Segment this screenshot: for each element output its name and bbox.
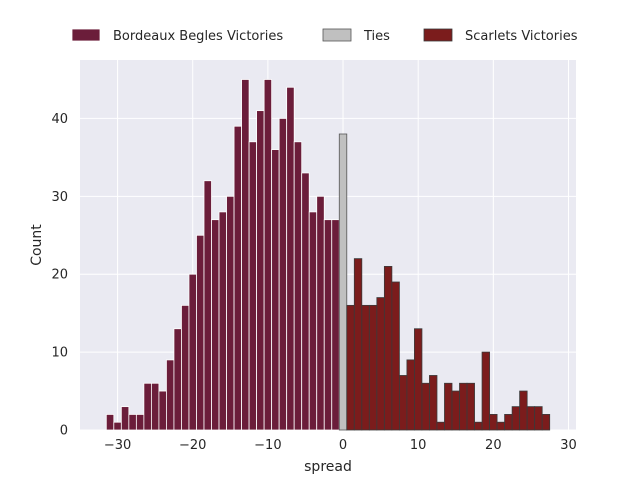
legend: Bordeaux Begles Victories Ties Scarlets Vi… <box>71 28 578 44</box>
histogram-bar <box>421 382 430 431</box>
histogram-bar <box>248 141 258 431</box>
legend-swatch <box>423 28 453 42</box>
x-tick-label: 0 <box>339 438 347 453</box>
histogram-bar <box>233 125 242 431</box>
y-tick-label: 30 <box>51 190 68 205</box>
histogram-bar <box>331 219 340 431</box>
histogram-bar <box>226 195 235 431</box>
y-tick-label: 0 <box>60 424 68 439</box>
legend-label: Bordeaux Begles Victories <box>113 29 283 44</box>
histogram-bar <box>511 406 521 431</box>
legend-item: Scarlets Victories <box>423 28 578 44</box>
histogram-bar <box>346 304 355 431</box>
histogram-bar <box>519 390 528 431</box>
histogram-bar <box>391 281 400 431</box>
x-tick-label: 30 <box>560 438 577 453</box>
histogram-bar <box>120 406 130 431</box>
y-tick-labels: 0 10 20 30 40 <box>51 112 68 439</box>
histogram-bar <box>496 421 506 431</box>
histogram-bar <box>128 414 137 431</box>
histogram-bar <box>323 219 333 431</box>
histogram-bar <box>459 382 468 431</box>
histogram-bar <box>218 211 227 431</box>
x-tick-label: −30 <box>104 438 131 453</box>
histogram-bar <box>534 406 543 431</box>
x-axis-label: spread <box>304 459 352 475</box>
histogram-bar <box>466 382 475 431</box>
histogram-bar <box>316 195 325 431</box>
bars <box>105 79 551 431</box>
histogram-bar <box>436 421 445 431</box>
histogram-bar <box>308 211 318 431</box>
histogram-bar <box>353 258 363 431</box>
histogram-bar <box>150 382 160 431</box>
histogram-bar <box>135 414 145 431</box>
x-tick-label: 20 <box>485 438 502 453</box>
histogram-bar <box>113 421 122 431</box>
histogram-bar <box>173 328 182 431</box>
histogram-bar <box>541 414 551 431</box>
histogram-bar <box>293 141 303 431</box>
histogram-bar <box>166 359 175 431</box>
histogram-bar <box>383 266 393 431</box>
histogram-bar <box>196 234 205 431</box>
histogram-bar <box>263 79 273 431</box>
legend-swatch <box>322 28 352 42</box>
histogram-bar <box>451 390 460 431</box>
histogram-bar <box>278 118 288 431</box>
histogram-bar <box>429 375 438 431</box>
histogram-bar <box>143 382 152 431</box>
legend-swatch <box>71 28 101 42</box>
histogram-bar <box>286 86 295 431</box>
histogram-bar <box>301 172 310 431</box>
histogram-bar <box>526 406 536 431</box>
histogram-bar <box>406 359 415 431</box>
histogram-bar <box>203 180 212 431</box>
histogram-bar <box>271 149 280 431</box>
y-tick-label: 20 <box>51 268 68 283</box>
histogram-bar <box>105 414 115 431</box>
histogram-bar <box>414 328 423 431</box>
histogram-bar <box>504 414 513 431</box>
legend-label: Ties <box>363 29 390 44</box>
y-axis-label: Count <box>29 224 45 266</box>
histogram-bar <box>181 304 190 431</box>
histogram-bar <box>368 304 378 431</box>
histogram-bar <box>338 133 348 431</box>
histogram-bar <box>444 382 453 431</box>
x-tick-labels: −30 −20 −10 0 10 20 30 <box>104 438 577 453</box>
x-tick-label: −20 <box>179 438 206 453</box>
histogram-bar <box>481 351 490 431</box>
histogram-bar <box>211 219 220 431</box>
histogram-bar <box>398 375 408 431</box>
histogram-bar <box>489 414 498 431</box>
histogram-bar <box>361 304 370 431</box>
histogram-bar <box>241 79 250 431</box>
x-tick-label: −10 <box>254 438 281 453</box>
y-tick-label: 40 <box>51 112 68 127</box>
x-tick-label: 10 <box>410 438 427 453</box>
legend-item: Bordeaux Begles Victories <box>71 28 283 44</box>
histogram-bar <box>188 273 197 431</box>
histogram-bar <box>474 421 483 431</box>
histogram-bar <box>256 110 265 431</box>
histogram-bar <box>376 297 385 431</box>
legend-item: Ties <box>322 28 390 44</box>
histogram-bar <box>158 390 167 431</box>
legend-label: Scarlets Victories <box>465 29 578 44</box>
y-tick-label: 10 <box>51 346 68 361</box>
